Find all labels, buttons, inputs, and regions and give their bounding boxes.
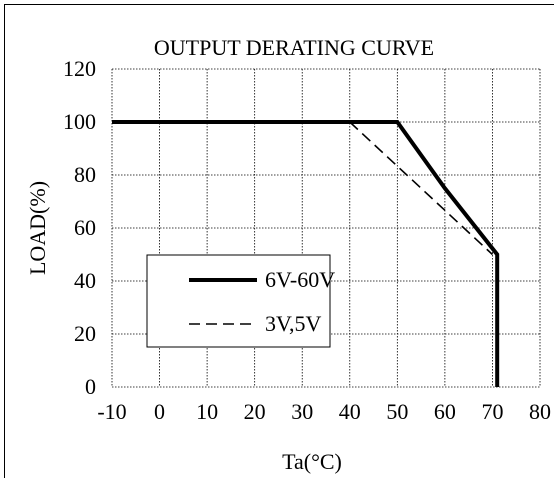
legend-label: 6V-60V (265, 267, 335, 292)
y-tick-labels: 0 20 40 60 80 100 120 (63, 56, 96, 399)
y-tick-label: 120 (63, 56, 96, 81)
x-tick-label: 80 (529, 399, 551, 424)
x-tick-label: 50 (386, 399, 408, 424)
x-tick-label: 60 (434, 399, 456, 424)
y-tick-label: 40 (74, 268, 96, 293)
chart-frame (4, 4, 554, 478)
legend: 6V-60V 3V,5V (146, 254, 335, 348)
series-line-solid (112, 120, 500, 387)
x-tick-label: 10 (196, 399, 218, 424)
y-tick-label: 100 (63, 109, 96, 134)
x-axis-label: Ta(°C) (282, 449, 342, 474)
y-tick-label: 20 (74, 321, 96, 346)
series-line-dashed (349, 121, 493, 256)
series-layer (112, 120, 500, 387)
x-tick-label: -10 (97, 399, 126, 424)
x-tick-label: 0 (154, 399, 165, 424)
chart-title: OUTPUT DERATING CURVE (154, 35, 434, 60)
legend-label: 3V,5V (265, 311, 322, 336)
x-tick-label: 70 (481, 399, 503, 424)
x-tick-label: 30 (291, 399, 313, 424)
y-tick-label: 60 (74, 215, 96, 240)
legend-box (146, 254, 331, 348)
y-tick-label: 0 (85, 374, 96, 399)
x-tick-label: 20 (244, 399, 266, 424)
x-tick-labels: -10 0 10 20 30 40 50 60 70 80 (97, 399, 551, 424)
x-tick-label: 40 (339, 399, 361, 424)
y-axis-label: LOAD(%) (25, 181, 50, 275)
y-tick-label: 80 (74, 162, 96, 187)
